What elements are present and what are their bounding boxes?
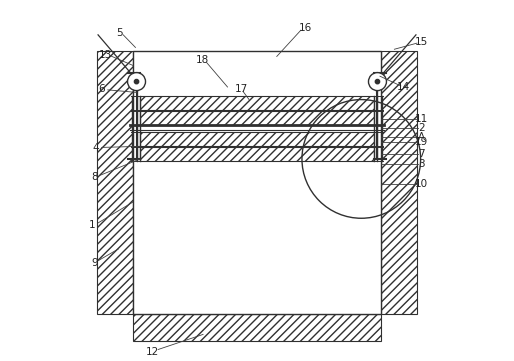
Text: 7: 7 bbox=[418, 148, 425, 158]
Bar bbox=[381, 51, 417, 314]
Bar bbox=[381, 51, 417, 314]
Circle shape bbox=[134, 79, 139, 84]
Text: 13: 13 bbox=[99, 49, 112, 60]
Text: 15: 15 bbox=[415, 37, 428, 47]
Text: 9: 9 bbox=[91, 258, 98, 268]
Circle shape bbox=[127, 73, 145, 91]
Text: A: A bbox=[418, 132, 425, 142]
Bar bbox=[97, 51, 133, 314]
Bar bbox=[140, 132, 374, 145]
Circle shape bbox=[369, 73, 387, 91]
Text: 17: 17 bbox=[235, 84, 249, 94]
Text: 18: 18 bbox=[196, 55, 209, 65]
Bar bbox=[140, 112, 374, 125]
Bar bbox=[140, 147, 374, 161]
Text: 12: 12 bbox=[145, 347, 159, 357]
Text: 1: 1 bbox=[89, 221, 96, 230]
Text: 4: 4 bbox=[93, 143, 99, 153]
Bar bbox=[133, 314, 381, 340]
Text: 16: 16 bbox=[299, 23, 312, 32]
Text: 6: 6 bbox=[98, 84, 105, 94]
Text: 11: 11 bbox=[415, 114, 428, 125]
Text: 10: 10 bbox=[415, 179, 428, 189]
Bar bbox=[140, 112, 374, 125]
Circle shape bbox=[375, 79, 380, 84]
Bar bbox=[97, 51, 133, 314]
Bar bbox=[140, 96, 374, 110]
Bar bbox=[133, 314, 381, 340]
Text: 3: 3 bbox=[418, 159, 425, 169]
Text: 19: 19 bbox=[415, 137, 428, 147]
Text: 8: 8 bbox=[91, 172, 98, 182]
Bar bbox=[140, 132, 374, 145]
Bar bbox=[133, 51, 381, 314]
Text: 2: 2 bbox=[418, 123, 425, 133]
Text: 14: 14 bbox=[397, 82, 410, 92]
Text: 5: 5 bbox=[116, 28, 123, 38]
Bar bbox=[140, 96, 374, 110]
Bar bbox=[140, 147, 374, 161]
